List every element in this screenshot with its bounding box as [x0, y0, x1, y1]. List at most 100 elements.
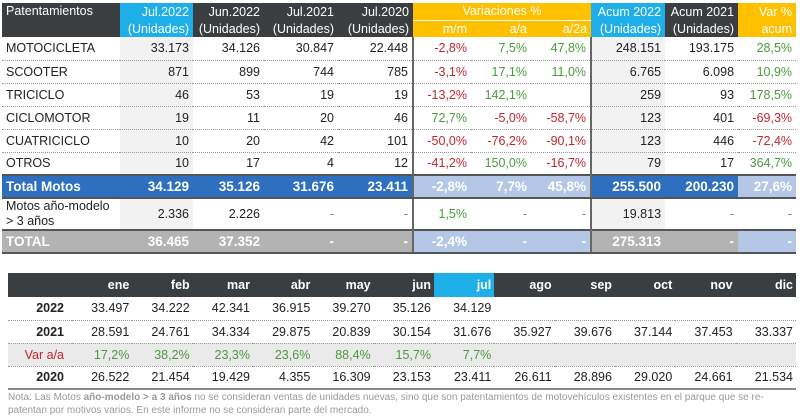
footnote: Nota: Las Motos año-modelo > a 3 años no…: [8, 392, 764, 416]
cell: [554, 297, 615, 321]
cell: -72,4%: [738, 129, 797, 153]
row-label: TRICICLO: [2, 83, 120, 107]
row-label: 2022: [8, 297, 72, 321]
cell: [675, 343, 736, 367]
cell: 35.126: [373, 297, 434, 321]
cell: 7,5%: [471, 37, 531, 61]
cell: 17: [193, 152, 264, 176]
row-label: OTROS: [2, 152, 120, 176]
cell: -3,1%: [412, 60, 471, 84]
header-10-line1: Var %: [738, 3, 797, 20]
table-row: CICLOMOTOR 19 11 20 46 72,7% -5,0% -58,7% 123 401…: [2, 106, 797, 130]
cell: [494, 297, 555, 321]
cell: 34.129: [433, 297, 495, 321]
cell: 30.847: [264, 37, 338, 61]
cell: 4: [264, 152, 338, 176]
cell: 899: [193, 60, 264, 84]
year-row-2020: 2020 26.522 21.454 19.429 4.355 16.309 23.153 2…: [8, 366, 796, 390]
header-3-line1: Jul.2021: [264, 3, 338, 20]
cell: 27,6%: [738, 174, 797, 199]
cell: 34.126: [193, 37, 264, 61]
cell: 11,0%: [531, 60, 592, 84]
cell: 37.453: [675, 320, 736, 344]
cell: -2,8%: [412, 37, 471, 61]
cell: 35.927: [494, 320, 555, 344]
cell: 72,7%: [412, 106, 471, 130]
cell: 23.411: [433, 366, 495, 390]
var-row: Var a/a 17,2% 38,2% 23,3% 23,6% 88,4% 15,7% 7,7…: [8, 343, 796, 367]
row-label: Var a/a: [8, 343, 72, 367]
year-row-2021: 2021 28.591 24.761 34.334 29.875 20.839 30.154…: [8, 320, 796, 344]
cell: 17: [665, 152, 739, 176]
cell: 17,1%: [471, 60, 531, 84]
header-3-line2: (Unidades): [264, 20, 338, 37]
cell: 33.337: [735, 320, 796, 344]
cell: [735, 343, 796, 367]
table-row: MOTOCICLETA 33.173 34.126 30.847 22.448 -2,8%…: [2, 37, 797, 61]
cell: 79: [590, 152, 666, 176]
cell: 22.448: [338, 37, 413, 61]
cell: [554, 343, 615, 367]
cell: 7,7%: [471, 174, 531, 199]
cell: 33.173: [120, 37, 193, 61]
cell: 53: [193, 83, 264, 107]
row-label: 2021: [8, 320, 72, 344]
cell: -90,1%: [531, 129, 592, 153]
cell: 28,5%: [738, 37, 797, 61]
cell: -: [531, 198, 592, 231]
header-9-line1: Acum 2021: [665, 3, 739, 20]
cell: 46: [120, 83, 193, 107]
cell: -16,7%: [531, 152, 592, 176]
header-4-line1: Jul.2020: [338, 3, 413, 20]
cell: 33.497: [72, 297, 133, 321]
month-jul: jul: [433, 273, 495, 297]
cell: 19: [338, 83, 413, 107]
cell: 23.153: [373, 366, 434, 390]
cell: 259: [590, 83, 666, 107]
header-5-line2: m/m: [413, 20, 471, 37]
header-1-line2: (Unidades): [120, 20, 193, 37]
cell: 123: [590, 106, 666, 130]
header-7-line2: a/2a: [531, 20, 592, 37]
month-dic: dic: [735, 273, 796, 297]
header-row-2: (Unidades) (Unidades) (Unidades) (Unidades)…: [2, 20, 797, 37]
cell: 42.341: [192, 297, 253, 321]
cell: 19: [264, 83, 338, 107]
row-label: MOTOCICLETA: [2, 37, 120, 61]
cell: [614, 297, 676, 321]
cell: 364,7%: [738, 152, 797, 176]
cell: 200.230: [665, 174, 739, 199]
cell: [675, 297, 736, 321]
cell: 30.154: [373, 320, 434, 344]
cell: 23.411: [338, 174, 413, 199]
cell: 47,8%: [531, 37, 592, 61]
cell: 275.313: [590, 229, 666, 254]
cell: -: [665, 229, 739, 254]
header-row-1: Patentamientos Jul.2022 Jun.2022 Jul.2021 Ju…: [2, 3, 797, 37]
header-8-line1: Acum 2022: [591, 3, 666, 20]
table-row: SCOOTER 871 899 744 785 -3,1% 17,1% 11,0% 6.765 6…: [2, 60, 797, 84]
cell: 20.839: [313, 320, 374, 344]
cell: 42: [264, 129, 338, 153]
header-variaciones: Variaciones %: [413, 3, 592, 21]
cell: -: [665, 198, 739, 231]
cell: 21.454: [132, 366, 193, 390]
cell: 46: [338, 106, 413, 130]
cell: 23,6%: [252, 343, 314, 367]
month-nov: nov: [675, 273, 736, 297]
cell: 12: [338, 152, 413, 176]
cell: 1,5%: [412, 198, 471, 231]
cell: -13,2%: [412, 83, 471, 107]
cell: 20: [264, 106, 338, 130]
cell: 142,1%: [471, 83, 531, 107]
cell: [614, 343, 676, 367]
row-label: CICLOMOTOR: [2, 106, 120, 130]
cell: 2.226: [193, 198, 264, 231]
cell: 248.151: [590, 37, 666, 61]
cell: [494, 343, 555, 367]
row-label: Motos año-modelo > 3 años: [2, 198, 120, 231]
cell: 24.761: [132, 320, 193, 344]
cell: 21.534: [735, 366, 796, 390]
cell: 34.222: [132, 297, 193, 321]
cell: -2,8%: [412, 174, 471, 199]
